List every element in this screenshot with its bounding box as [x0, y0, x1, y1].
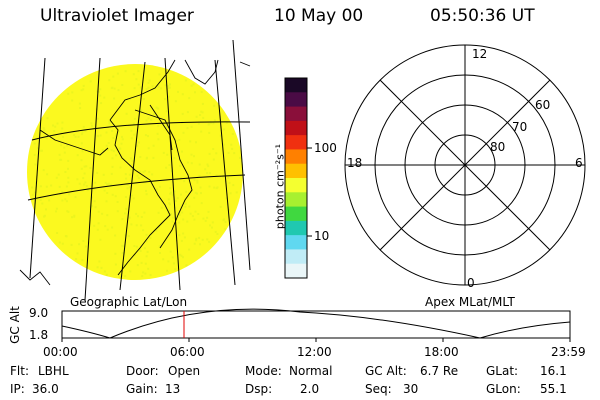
mlat-label-60: 60	[535, 98, 551, 112]
colorbar-unit-label: photon cm⁻²s⁻¹	[273, 143, 287, 230]
xtick-1800: 18:00	[424, 345, 459, 359]
colorbar-segment	[285, 192, 307, 208]
gcalt-label: GC Alt:	[365, 364, 407, 378]
colorbar-segment	[285, 135, 307, 150]
colorbar-segment	[285, 120, 307, 136]
colorbar-segment	[285, 92, 307, 108]
polar-diagonal-2	[379, 79, 551, 251]
altitude-plot	[61, 308, 571, 342]
glat-label: GLat:	[486, 364, 519, 378]
ip-value: 36.0	[32, 382, 59, 396]
colorbar-segment	[285, 178, 307, 193]
colorbar-segment	[285, 249, 307, 265]
dsp-value: 2.0	[300, 382, 320, 396]
colorbar-segment	[285, 163, 307, 179]
colorbar	[285, 78, 307, 279]
mlat-label-80: 80	[490, 140, 506, 154]
colorbar-label-100: 100	[314, 141, 337, 155]
gcalt-value: 6.7 Re	[420, 364, 459, 378]
right-panel-caption: Apex MLat/MLT	[425, 295, 515, 309]
colorbar-label-10: 10	[314, 229, 330, 243]
mode-label: Mode:	[245, 364, 282, 378]
door-value: Open	[168, 364, 201, 378]
colorbar-segment	[285, 220, 307, 236]
colorbar-segment	[285, 235, 307, 250]
door-label: Door:	[126, 364, 159, 378]
xtick-1200: 12:00	[297, 345, 332, 359]
glat-value: 16.1	[540, 364, 567, 378]
colorbar-segment	[285, 78, 307, 93]
ip-label: IP:	[10, 382, 25, 396]
glon-value: 55.1	[540, 382, 567, 396]
xtick-2359: 23:59	[551, 345, 586, 359]
mlt-label-0: 0	[467, 276, 475, 290]
colorbar-segment	[285, 206, 307, 222]
flt-label: Flt:	[10, 364, 29, 378]
polar-plot	[344, 44, 586, 286]
altitude-ytick-min: 1.8	[29, 328, 49, 342]
altitude-ylabel: GC Alt	[8, 306, 22, 344]
mlt-label-6: 6	[575, 156, 583, 170]
colorbar-segment	[285, 106, 307, 122]
altitude-curve	[61, 308, 571, 339]
left-panel-caption: Geographic Lat/Lon	[70, 295, 188, 309]
gain-value: 13	[165, 382, 181, 396]
flt-value: LBHL	[38, 364, 69, 378]
dsp-label: Dsp:	[245, 382, 273, 396]
uv-emission-disk	[27, 64, 243, 280]
mlt-label-18: 18	[347, 156, 363, 170]
time-label: 05:50:36 UT	[430, 6, 535, 26]
glon-label: GLon:	[486, 382, 521, 396]
xtick-0600: 06:00	[170, 345, 205, 359]
colorbar-frame	[284, 77, 308, 279]
instrument-title: Ultraviolet Imager	[40, 6, 194, 26]
altitude-ytick-max: 9.0	[29, 306, 49, 320]
gain-label: Gain:	[126, 382, 158, 396]
colorbar-segment	[285, 149, 307, 165]
uv-image-disk	[19, 39, 251, 301]
geo-grid	[27, 39, 251, 301]
xtick-0000: 00:00	[43, 345, 78, 359]
mlt-label-12: 12	[472, 47, 488, 61]
seq-value: 30	[403, 382, 419, 396]
mlat-label-70: 70	[512, 120, 528, 134]
seq-label: Seq:	[365, 382, 392, 396]
mode-value: Normal	[289, 364, 333, 378]
colorbar-segment	[285, 263, 307, 279]
date-label: 10 May 00	[274, 6, 364, 26]
coastlines	[19, 59, 251, 286]
